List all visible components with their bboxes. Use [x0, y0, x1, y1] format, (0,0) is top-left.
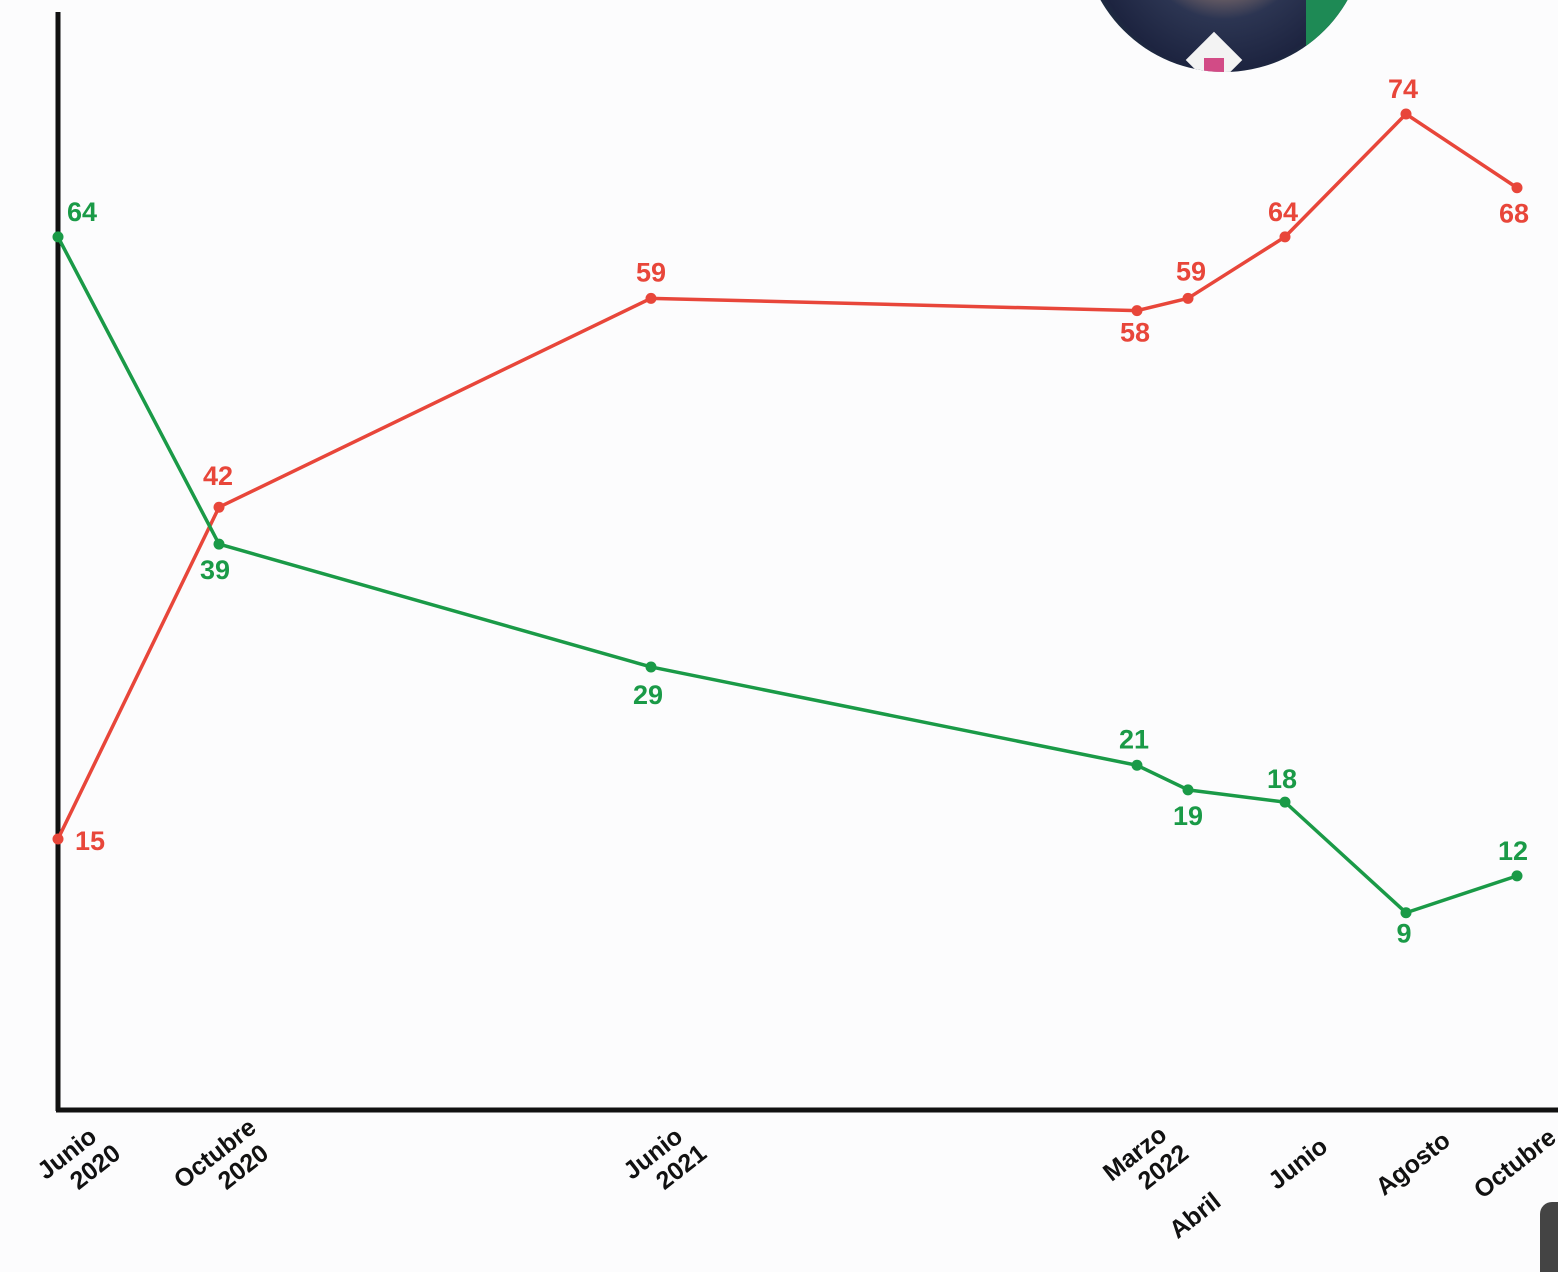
- data-point: [1182, 292, 1194, 304]
- x-tick-label: Junio2020: [32, 1117, 126, 1207]
- data-point: [1131, 759, 1143, 771]
- x-tick-label: Octubre: [1469, 1123, 1558, 1204]
- tie: [1204, 58, 1224, 72]
- series-line-1: [56, 236, 1518, 915]
- data-label: 9: [1396, 919, 1411, 949]
- data-label: 15: [75, 826, 105, 856]
- data-point: [1182, 784, 1194, 796]
- data-point: [645, 661, 657, 673]
- data-point: [52, 833, 64, 845]
- data-point: [1400, 907, 1412, 919]
- corner-widget: [1540, 1202, 1558, 1272]
- x-tick-label: Octubre2020: [169, 1113, 279, 1216]
- data-point: [1400, 108, 1412, 120]
- x-tick-labels: Junio2020 Octubre2020 Junio2021 Marzo2022Ab…: [32, 1113, 1558, 1244]
- data-label: 21: [1119, 724, 1149, 754]
- data-label: 58: [1120, 318, 1150, 348]
- data-label: 59: [636, 257, 666, 287]
- flag-background: [1306, 0, 1366, 70]
- data-label: 64: [1268, 197, 1298, 227]
- data-point: [52, 231, 64, 243]
- x-tick-label: Junio2021: [618, 1117, 712, 1207]
- data-labels: 15 42 59 58 59 64 74 68 64 39 29 21 19 18 9 12: [67, 74, 1529, 949]
- portrait-photo: [1082, 0, 1366, 72]
- data-label: 59: [1176, 256, 1206, 286]
- avatar: [1082, 0, 1366, 72]
- data-label: 19: [1173, 801, 1203, 831]
- x-tick-label: Marzo2022: [1098, 1117, 1194, 1209]
- data-label: 64: [67, 197, 97, 227]
- data-label: 74: [1388, 74, 1418, 104]
- data-label: 29: [633, 680, 663, 710]
- data-label: 39: [200, 555, 230, 585]
- data-label: 18: [1267, 764, 1297, 794]
- data-point: [213, 538, 225, 550]
- x-tick-label: Abril: [1164, 1187, 1226, 1244]
- data-point: [213, 501, 225, 513]
- data-point: [1279, 796, 1291, 808]
- series-points: [52, 108, 1523, 919]
- series-line-0: [56, 112, 1518, 840]
- data-point: [1279, 231, 1291, 243]
- x-tick-label: Agosto: [1371, 1126, 1456, 1201]
- data-label: 12: [1498, 836, 1528, 866]
- data-point: [1131, 305, 1143, 317]
- data-label: 68: [1499, 199, 1529, 229]
- data-point: [1511, 182, 1523, 194]
- chart-axes: [55, 12, 1558, 1113]
- data-point: [1511, 870, 1523, 882]
- data-point: [645, 292, 657, 304]
- series-lines: [56, 112, 1518, 915]
- x-tick-label: Junio: [1263, 1132, 1333, 1195]
- data-label: 42: [203, 461, 233, 491]
